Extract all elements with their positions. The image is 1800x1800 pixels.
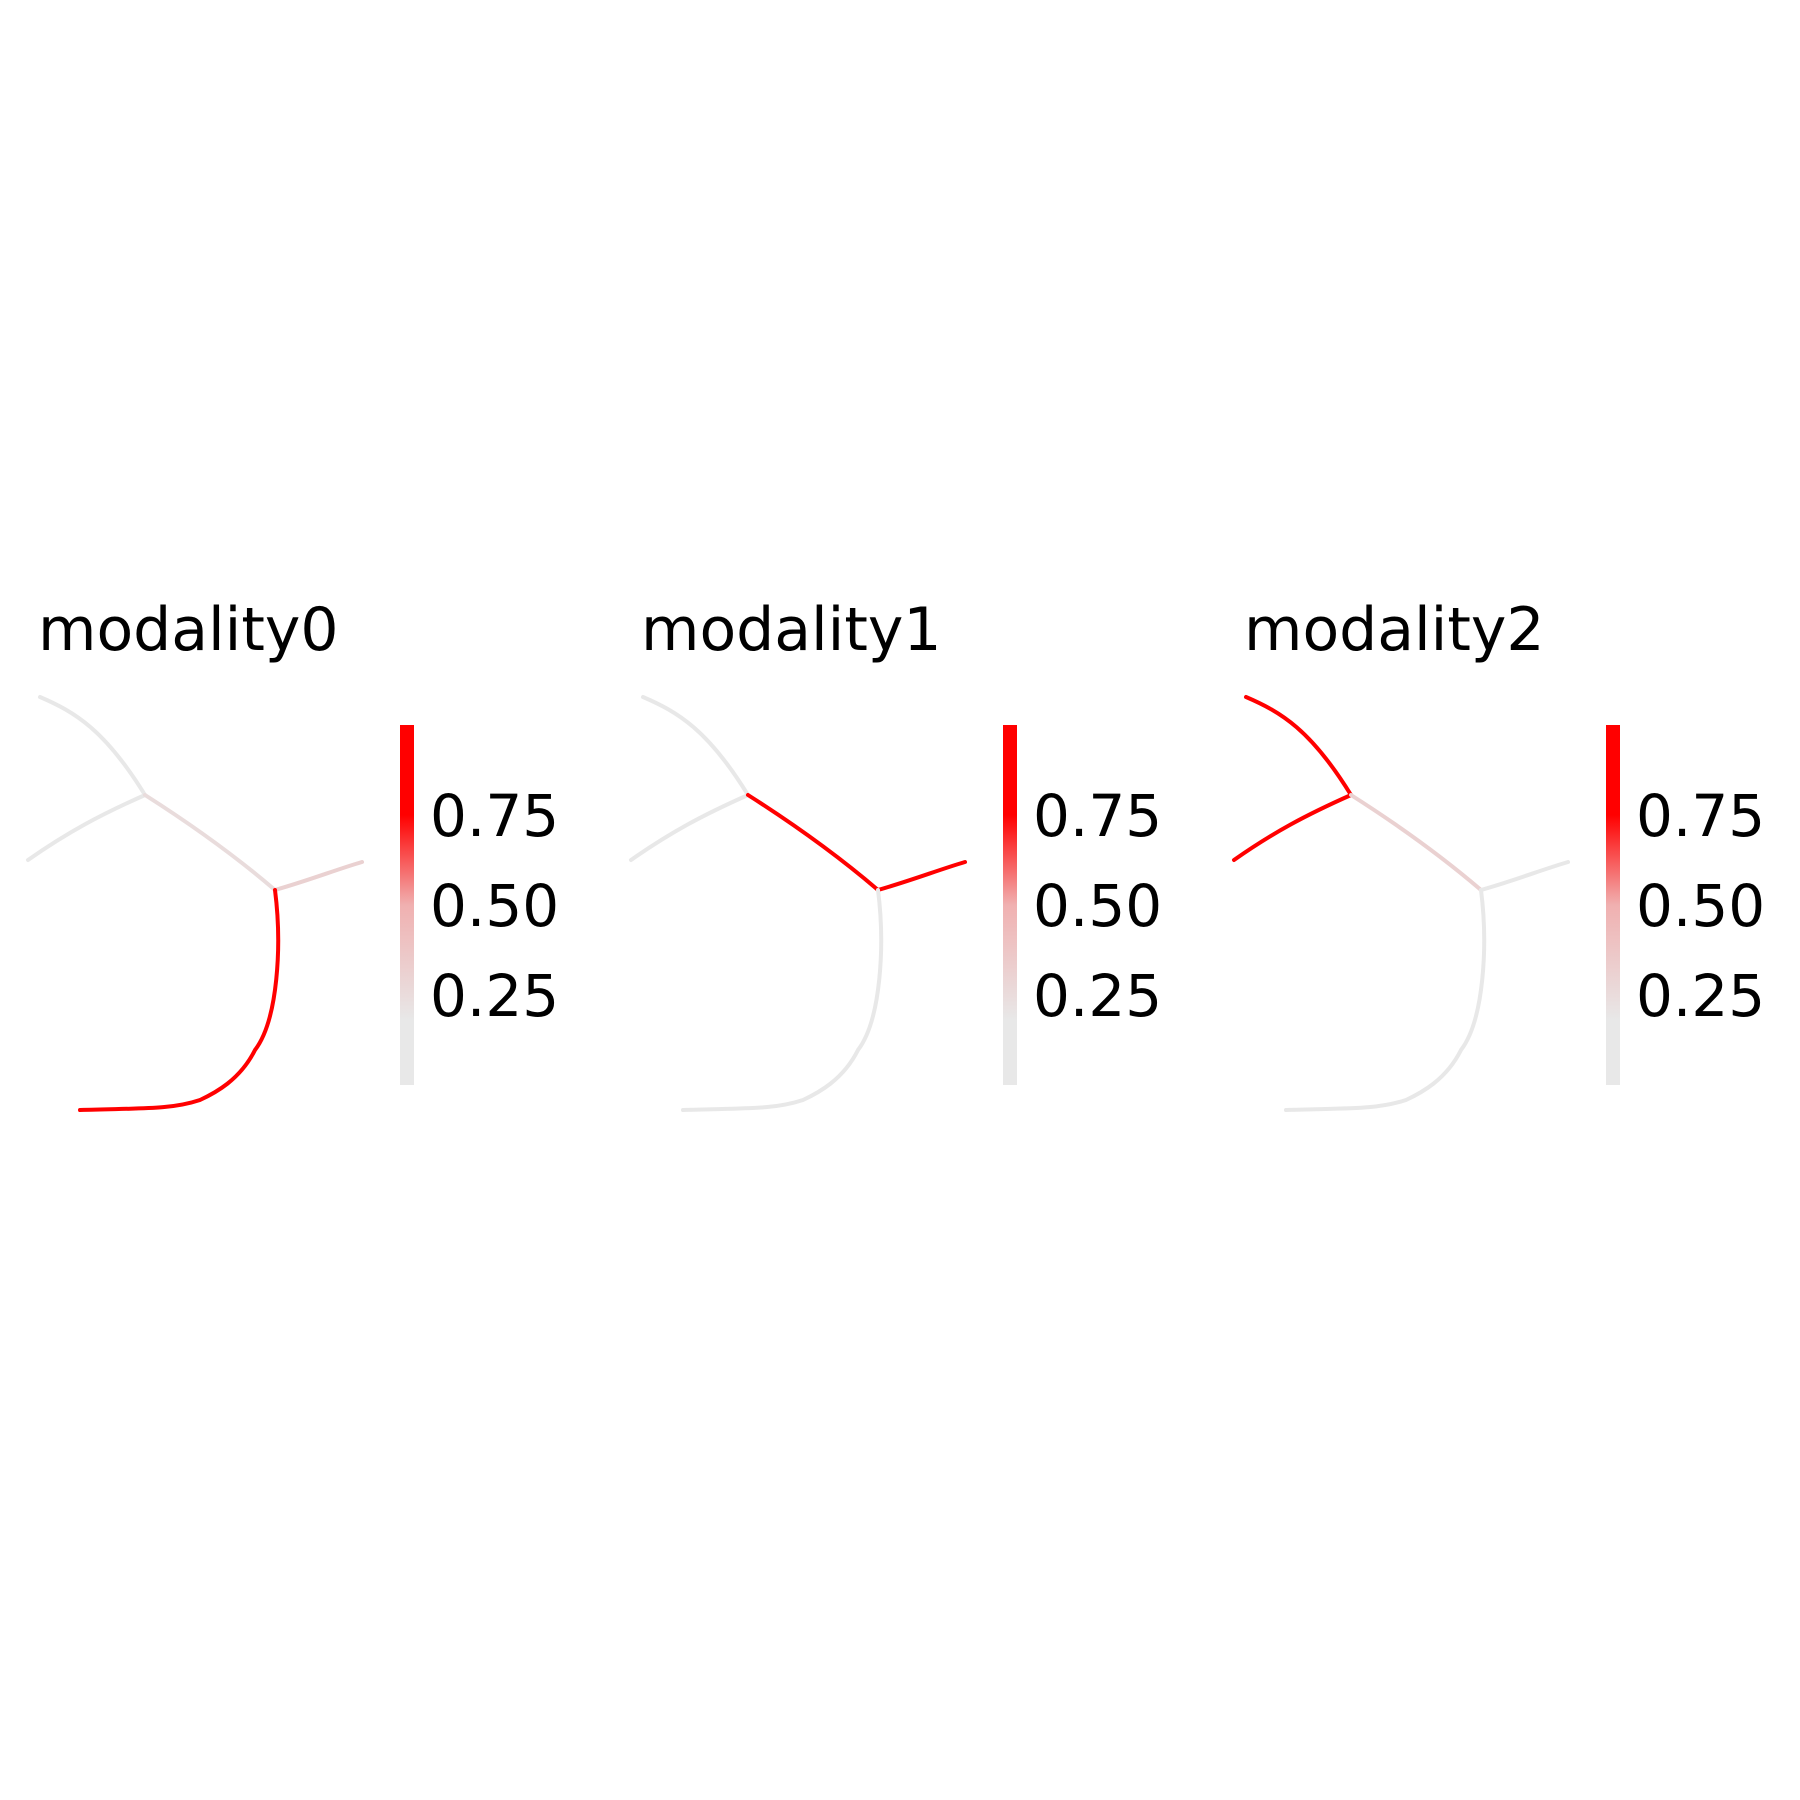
branch-left xyxy=(629,793,750,862)
embedding-plot xyxy=(1232,695,1570,1112)
branch-upper-left xyxy=(38,695,147,797)
branch-right xyxy=(1479,860,1570,892)
panel-modality0: modality0 0.75 0.50 0.25 xyxy=(26,595,559,1112)
branch-middle xyxy=(1349,793,1483,892)
colorbar xyxy=(1606,725,1620,1085)
panel-title: modality1 xyxy=(641,595,942,665)
panel-title: modality0 xyxy=(38,595,339,665)
panel-modality1: modality1 0.75 0.50 0.25 xyxy=(629,595,1162,1112)
branch-left xyxy=(26,793,147,862)
branch-middle xyxy=(746,793,880,892)
branch-upper-left xyxy=(1244,695,1353,797)
colorbar xyxy=(400,725,414,1085)
colorbar-tick-label: 0.25 xyxy=(430,962,559,1030)
colorbar-tick-label: 0.75 xyxy=(430,782,559,850)
colorbar-tick-label: 0.50 xyxy=(1033,872,1162,940)
branch-bottom xyxy=(1284,888,1487,1112)
colorbar-tick-label: 0.25 xyxy=(1033,962,1162,1030)
embedding-plot xyxy=(26,695,364,1112)
branch-middle xyxy=(143,793,277,892)
branch-bottom xyxy=(681,888,884,1112)
branch-left xyxy=(1232,793,1353,862)
colorbar-tick-label: 0.75 xyxy=(1636,782,1765,850)
colorbar-tick-label: 0.25 xyxy=(1636,962,1765,1030)
branch-upper-left xyxy=(641,695,750,797)
panel-modality2: modality2 0.75 0.50 0.25 xyxy=(1232,595,1765,1112)
colorbar-tick-label: 0.50 xyxy=(430,872,559,940)
panel-title: modality2 xyxy=(1244,595,1545,665)
embedding-plot xyxy=(629,695,967,1112)
colorbar-tick-label: 0.75 xyxy=(1033,782,1162,850)
colorbar xyxy=(1003,725,1017,1085)
branch-right xyxy=(273,860,364,892)
colorbar-tick-label: 0.50 xyxy=(1636,872,1765,940)
branch-bottom xyxy=(78,888,281,1112)
branch-right xyxy=(876,860,967,892)
